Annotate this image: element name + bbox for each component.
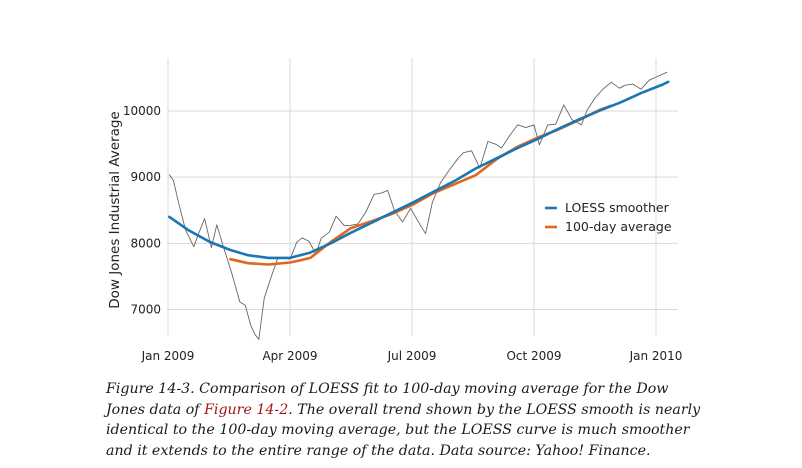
x-tick-label: Jan 2009 (141, 349, 195, 363)
y-tick-label: 10000 (123, 104, 161, 118)
caption-text-2: . The overall trend shown by the LOESS s… (106, 401, 701, 459)
legend-label: 100-day average (565, 219, 672, 234)
y-tick-label: 8000 (130, 236, 161, 250)
caption-text-1: Figure 14-3. Comparison of LOESS fit to … (106, 381, 669, 418)
loess-smoother-line (168, 80, 670, 260)
series-layer (168, 71, 670, 340)
x-tick-label: Jul 2009 (387, 349, 437, 363)
y-tick-label: 7000 (130, 303, 161, 317)
figure-caption: Figure 14-3. Comparison of LOESS fit to … (106, 379, 706, 461)
x-tick-label: Jan 2010 (629, 349, 683, 363)
legend-label: LOESS smoother (565, 200, 670, 215)
figure-reference-link[interactable]: Figure 14-2 (204, 401, 289, 418)
y-tick-label: 9000 (130, 170, 161, 184)
x-axis-ticks: Jan 2009 Apr 2009 Jul 2009 Oct 2009 Jan 2010 (141, 349, 683, 363)
y-axis-label: Dow Jones Industrial Average (107, 111, 123, 308)
dow-jones-chart: 7000 8000 9000 10000 Jan 2009 Apr 2009 Jul 20… (107, 58, 683, 363)
x-tick-label: Oct 2009 (506, 349, 561, 363)
y-axis-ticks: 7000 8000 9000 10000 (123, 104, 161, 317)
grid (167, 58, 678, 336)
legend: LOESS smoother 100-day average (545, 200, 672, 234)
x-tick-label: Apr 2009 (262, 349, 317, 363)
